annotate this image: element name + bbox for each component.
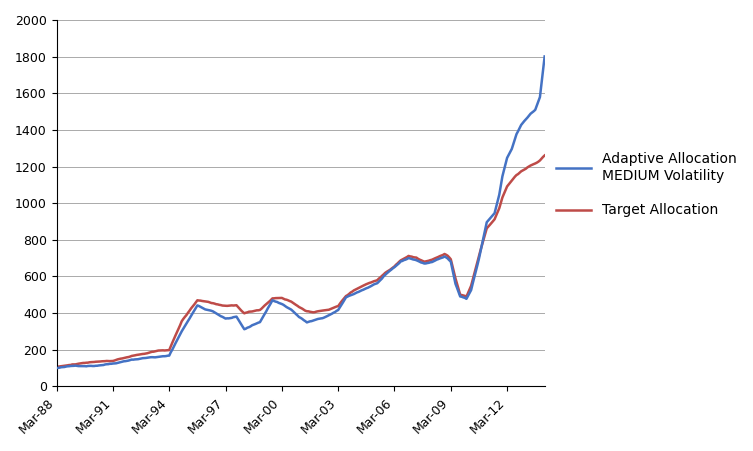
Adaptive Allocation
MEDIUM Volatility <box>395 260 404 266</box>
Line: Adaptive Allocation
MEDIUM Volatility: Adaptive Allocation MEDIUM Volatility <box>56 56 544 368</box>
Adaptive Allocation
MEDIUM Volatility <box>540 54 549 59</box>
Target Allocation <box>184 310 193 315</box>
Target Allocation <box>207 300 216 306</box>
Adaptive Allocation
MEDIUM Volatility <box>66 363 75 368</box>
Adaptive Allocation
MEDIUM Volatility <box>184 318 193 324</box>
Adaptive Allocation
MEDIUM Volatility <box>207 308 216 313</box>
Legend: Adaptive Allocation
MEDIUM Volatility, Target Allocation: Adaptive Allocation MEDIUM Volatility, T… <box>556 152 737 217</box>
Target Allocation <box>506 179 515 185</box>
Target Allocation <box>540 153 549 158</box>
Target Allocation <box>52 364 61 370</box>
Target Allocation <box>435 253 444 259</box>
Target Allocation <box>395 259 404 264</box>
Adaptive Allocation
MEDIUM Volatility <box>506 149 515 155</box>
Line: Target Allocation: Target Allocation <box>56 156 544 367</box>
Target Allocation <box>66 362 75 368</box>
Adaptive Allocation
MEDIUM Volatility <box>435 256 444 261</box>
Adaptive Allocation
MEDIUM Volatility <box>52 365 61 371</box>
